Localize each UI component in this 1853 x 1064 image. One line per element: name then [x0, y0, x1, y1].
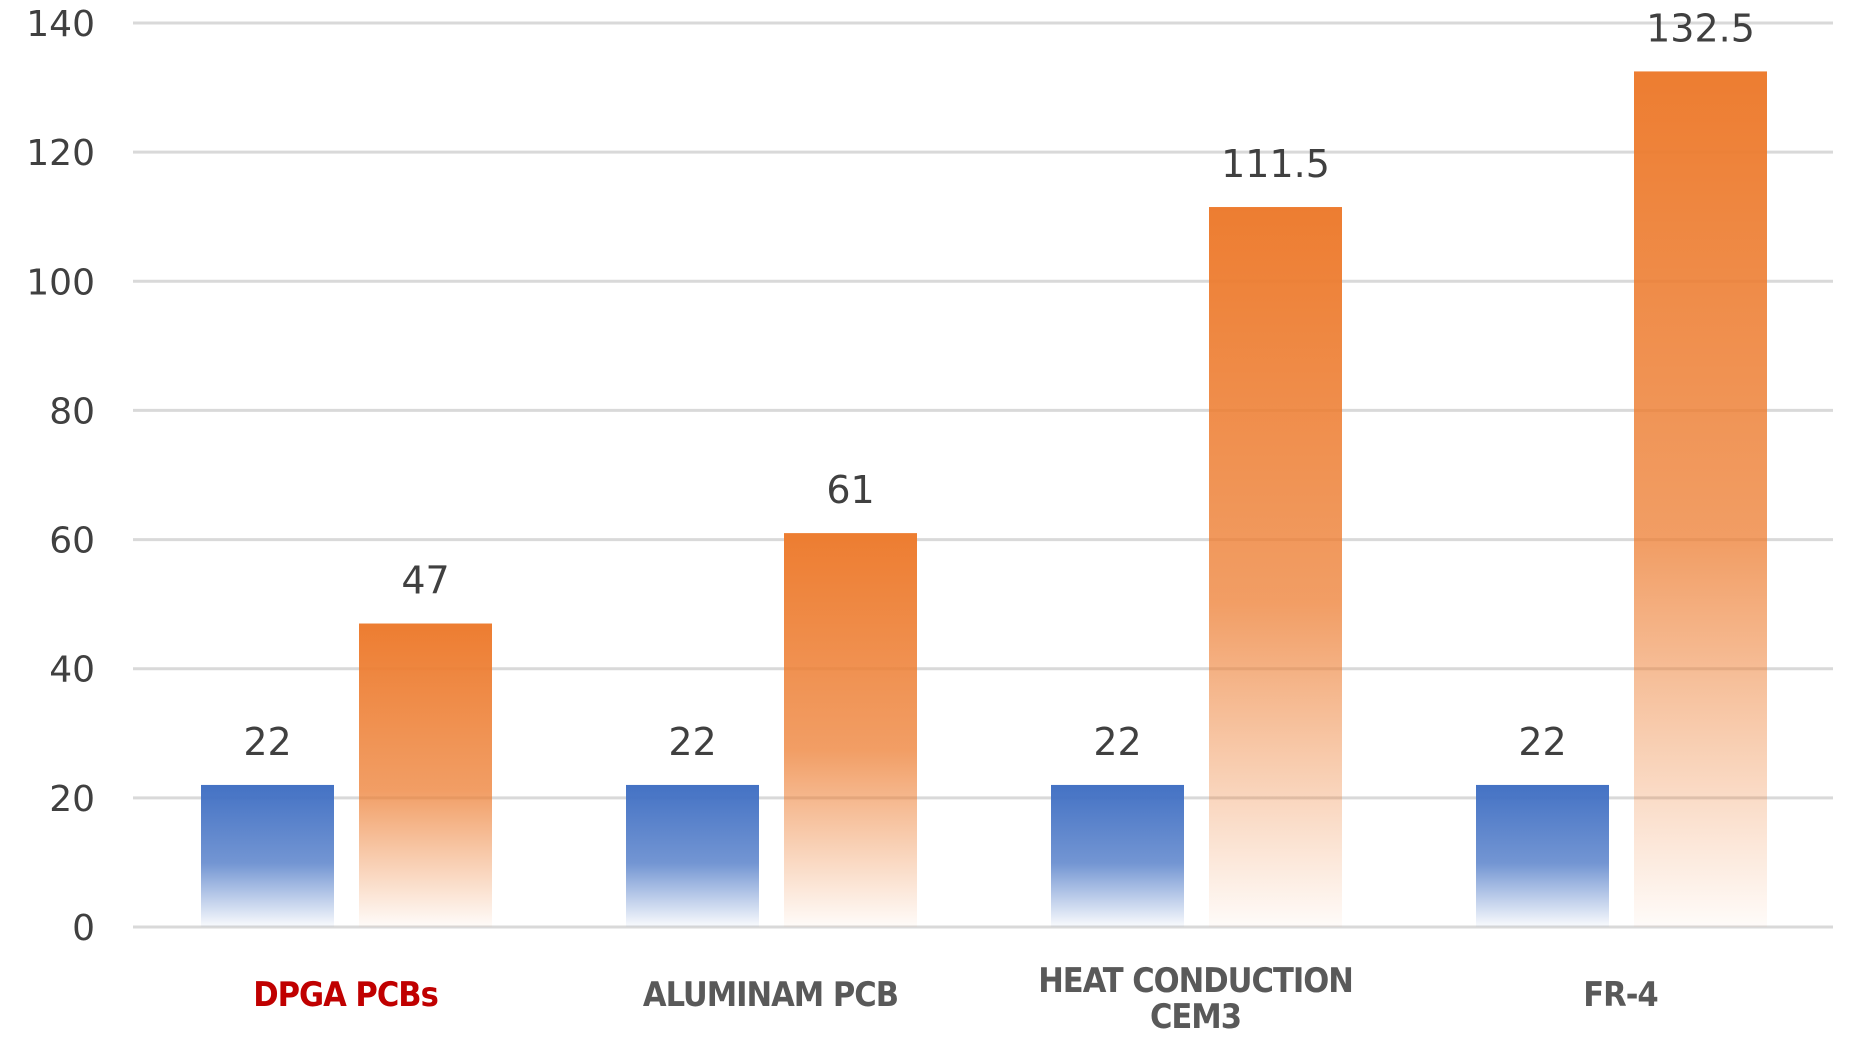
bar-series-1 [1476, 784, 1609, 927]
bar-series-2 [359, 623, 492, 927]
category-label: DPGA PCBs [253, 975, 438, 1015]
data-labels: 22 47 22 61 22 111.5 22 132.5 [243, 6, 1755, 764]
data-label: 22 [1518, 720, 1566, 764]
bar-series-2 [1634, 71, 1767, 927]
y-tick-label: 140 [26, 4, 95, 45]
data-label: 61 [826, 468, 874, 512]
category-labels: DPGA PCBs ALUMINAM PCB HEAT CONDUCTIONCEM3… [253, 961, 1659, 1037]
bar-series-1 [626, 784, 759, 927]
category-label: ALUMINAM PCB [643, 975, 898, 1015]
y-tick-label: 100 [26, 262, 95, 303]
category-label: FR-4 [1583, 975, 1657, 1015]
y-tick-label: 0 [72, 908, 95, 949]
y-tick-label: 20 [49, 779, 95, 820]
bar-series-2 [784, 533, 917, 927]
data-label: 22 [668, 720, 716, 764]
bar-series-1 [1051, 784, 1184, 927]
y-tick-label: 120 [26, 133, 95, 174]
data-label: 111.5 [1221, 142, 1330, 186]
category-label: CEM3 [1150, 997, 1241, 1037]
bars [201, 71, 1767, 927]
category-label: HEAT CONDUCTION [1038, 961, 1353, 1001]
y-tick-label: 40 [49, 650, 95, 691]
bar-series-1 [201, 784, 334, 927]
y-tick-label: 60 [49, 521, 95, 562]
data-label: 132.5 [1646, 6, 1755, 50]
y-tick-label: 80 [49, 391, 95, 432]
data-label: 22 [243, 720, 291, 764]
bar-series-2 [1209, 207, 1342, 927]
data-label: 47 [401, 559, 449, 603]
data-label: 22 [1093, 720, 1141, 764]
y-axis-tick-labels: 0 20 40 60 80 100 120 140 [26, 4, 95, 949]
